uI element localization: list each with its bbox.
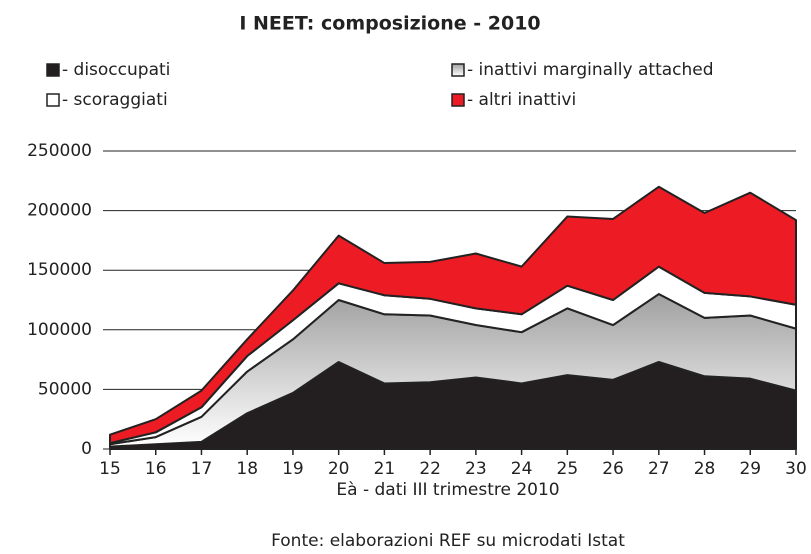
- y-tick-label: 250000: [27, 141, 92, 161]
- x-tick-label: 28: [694, 459, 716, 479]
- y-tick-label: 0: [81, 439, 92, 459]
- legend-swatch: [46, 63, 60, 77]
- x-tick-label: 16: [145, 459, 167, 479]
- x-tick-label: 27: [648, 459, 670, 479]
- y-tick-label: 200000: [27, 201, 92, 221]
- x-tick-label: 17: [191, 459, 213, 479]
- legend-label: - disoccupati: [62, 60, 170, 80]
- x-tick-label: 29: [739, 459, 761, 479]
- y-tick-label: 50000: [38, 379, 92, 399]
- x-tick-label: 30: [785, 459, 807, 479]
- x-tick-label: 20: [328, 459, 350, 479]
- legend-label: - inattivi marginally attached: [467, 60, 714, 80]
- x-tick-label: 15: [99, 459, 121, 479]
- x-axis-label: Eà - dati III trimestre 2010: [336, 480, 559, 500]
- x-tick-label: 26: [602, 459, 624, 479]
- x-tick-label: 21: [374, 459, 396, 479]
- legend-label: - scoraggiati: [62, 90, 168, 110]
- legend-swatch: [46, 93, 60, 107]
- x-tick-label: 23: [465, 459, 487, 479]
- x-tick-label: 22: [419, 459, 441, 479]
- y-tick-label: 150000: [27, 260, 92, 280]
- chart-title: I NEET: composizione - 2010: [239, 13, 540, 35]
- legend-swatch: [451, 93, 465, 107]
- area: [109, 185, 797, 445]
- source-note: Fonte: elaborazioni REF su microdati Ist…: [271, 531, 625, 551]
- y-tick-label: 100000: [27, 320, 92, 340]
- x-tick-label: 18: [236, 459, 258, 479]
- x-tick-label: 19: [282, 459, 304, 479]
- legend-swatch: [451, 63, 465, 77]
- x-tick-label: 24: [511, 459, 533, 479]
- legend-label: - altri inattivi: [467, 90, 576, 110]
- x-tick-label: 25: [557, 459, 579, 479]
